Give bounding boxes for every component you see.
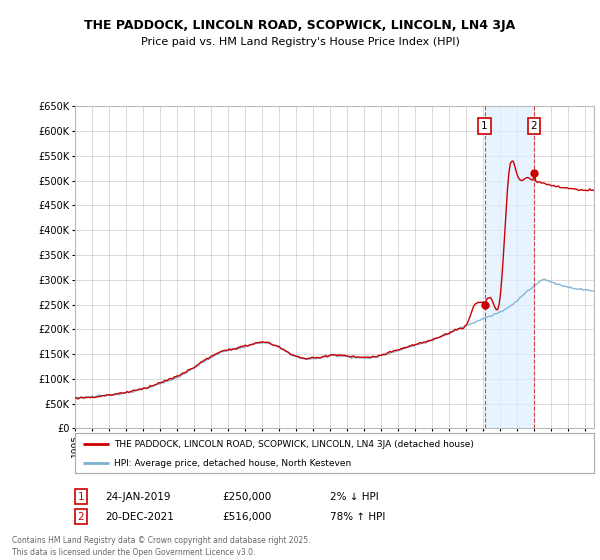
Text: 78% ↑ HPI: 78% ↑ HPI [330, 512, 385, 522]
Text: 24-JAN-2019: 24-JAN-2019 [105, 492, 170, 502]
Text: HPI: Average price, detached house, North Kesteven: HPI: Average price, detached house, Nort… [114, 459, 351, 468]
Text: 1: 1 [77, 492, 85, 502]
Text: 20-DEC-2021: 20-DEC-2021 [105, 512, 174, 522]
Text: Price paid vs. HM Land Registry's House Price Index (HPI): Price paid vs. HM Land Registry's House … [140, 37, 460, 47]
Text: 2: 2 [530, 121, 537, 130]
Text: 2% ↓ HPI: 2% ↓ HPI [330, 492, 379, 502]
Text: £250,000: £250,000 [222, 492, 271, 502]
Text: 1: 1 [481, 121, 488, 130]
Text: THE PADDOCK, LINCOLN ROAD, SCOPWICK, LINCOLN, LN4 3JA (detached house): THE PADDOCK, LINCOLN ROAD, SCOPWICK, LIN… [114, 440, 474, 449]
Text: THE PADDOCK, LINCOLN ROAD, SCOPWICK, LINCOLN, LN4 3JA: THE PADDOCK, LINCOLN ROAD, SCOPWICK, LIN… [85, 18, 515, 32]
Text: 2: 2 [77, 512, 85, 522]
Text: Contains HM Land Registry data © Crown copyright and database right 2025.
This d: Contains HM Land Registry data © Crown c… [12, 536, 311, 557]
Text: £516,000: £516,000 [222, 512, 271, 522]
Bar [485, 106, 534, 428]
